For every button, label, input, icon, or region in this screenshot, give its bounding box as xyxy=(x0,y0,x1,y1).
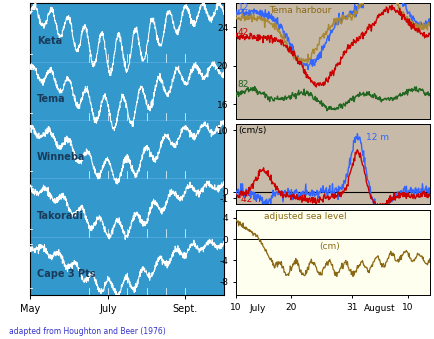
Text: Winneba: Winneba xyxy=(37,152,85,162)
Text: August: August xyxy=(364,304,396,313)
Text: 12: 12 xyxy=(237,3,249,12)
Text: (cm): (cm) xyxy=(319,242,340,251)
Text: (cm/s): (cm/s) xyxy=(239,126,267,135)
Text: 26: 26 xyxy=(20,6,30,15)
Text: 42 m: 42 m xyxy=(241,195,264,204)
Text: 82: 82 xyxy=(237,80,249,89)
Text: 22: 22 xyxy=(20,108,30,117)
Text: 26: 26 xyxy=(20,64,30,74)
Text: Keta: Keta xyxy=(37,36,62,46)
Text: Takoradi: Takoradi xyxy=(37,211,84,221)
Text: 22: 22 xyxy=(20,225,30,234)
Text: 26: 26 xyxy=(20,239,30,248)
Text: Tema: Tema xyxy=(37,94,66,104)
Text: 22: 22 xyxy=(20,283,30,292)
Text: 26: 26 xyxy=(20,123,30,132)
Text: adapted from Houghton and Beer (1976): adapted from Houghton and Beer (1976) xyxy=(9,326,165,336)
Text: 26: 26 xyxy=(20,181,30,190)
Text: Tema harbour: Tema harbour xyxy=(269,6,332,15)
Text: Cape 3 Pts: Cape 3 Pts xyxy=(37,269,95,279)
Text: 22: 22 xyxy=(20,166,30,176)
Text: adjusted sea level: adjusted sea level xyxy=(263,212,346,221)
Text: 12 m: 12 m xyxy=(366,133,389,142)
Text: July: July xyxy=(250,304,266,313)
Text: 22: 22 xyxy=(20,50,30,59)
Text: 42: 42 xyxy=(237,28,249,37)
